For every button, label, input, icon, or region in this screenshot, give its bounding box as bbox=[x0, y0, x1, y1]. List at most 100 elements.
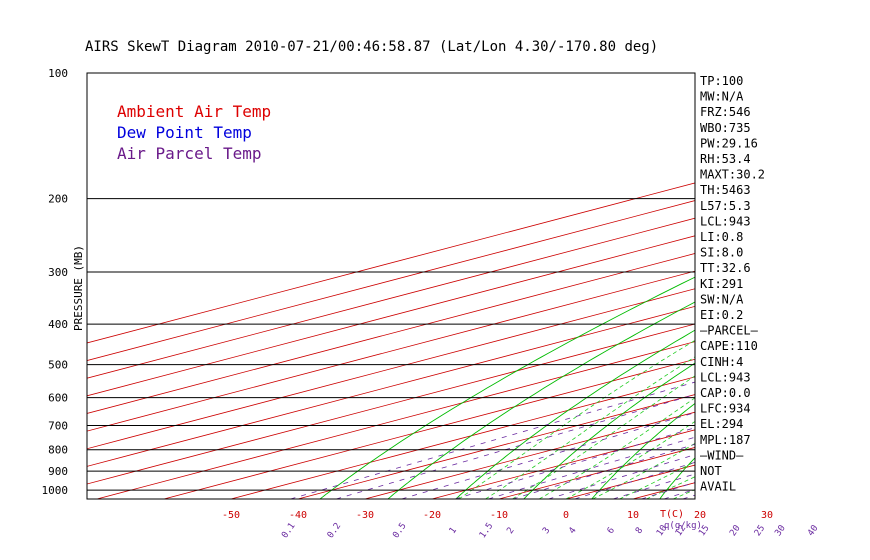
isotherm-line bbox=[87, 182, 695, 344]
moist-adiabat-line bbox=[780, 199, 870, 499]
index-entry: EL:294 bbox=[700, 417, 743, 431]
index-entry: AVAIL bbox=[700, 480, 736, 494]
index-entry: EI:0.2 bbox=[700, 308, 743, 322]
mixing-ratio-line bbox=[574, 461, 695, 499]
pressure-tick-label: 200 bbox=[48, 193, 68, 206]
isotherm-line bbox=[364, 411, 695, 499]
mixing-ratio-label: 30 bbox=[773, 524, 787, 539]
index-entry: TH:5463 bbox=[700, 183, 751, 197]
mixing-ratio-label: 2 bbox=[505, 526, 516, 536]
pressure-tick-label: 400 bbox=[48, 318, 68, 331]
isotherm-line bbox=[87, 323, 695, 485]
mixing-ratio-label: 25 bbox=[753, 524, 767, 539]
legend-entry: Air Parcel Temp bbox=[117, 144, 262, 163]
mixing-ratio-label: 20 bbox=[728, 524, 742, 539]
index-entry: L57:5.3 bbox=[700, 199, 751, 213]
moist-adiabat-line bbox=[754, 199, 870, 499]
mixing-ratio-line bbox=[612, 473, 695, 499]
chart-title: AIRS SkewT Diagram 2010-07-21/00:46:58.8… bbox=[85, 39, 658, 55]
isotherm-line bbox=[87, 217, 695, 379]
index-entry: CINH:4 bbox=[700, 355, 743, 369]
mixing-ratio-line bbox=[401, 412, 695, 499]
isotherm-line bbox=[87, 253, 695, 414]
dry-adiabat-line bbox=[319, 276, 695, 499]
isotherm-line bbox=[87, 200, 695, 361]
mixing-ratio-line bbox=[336, 394, 695, 499]
pressure-tick-label: 800 bbox=[48, 444, 68, 457]
index-entry: SW:N/A bbox=[700, 292, 744, 306]
mixing-ratio-label: 40 bbox=[806, 524, 820, 539]
pressure-tick-label: 600 bbox=[48, 392, 68, 405]
mixing-ratio-line bbox=[454, 427, 695, 499]
dry-adiabat-line bbox=[864, 73, 870, 499]
index-entry: WBO:735 bbox=[700, 121, 751, 135]
index-entry: MPL:187 bbox=[700, 433, 751, 447]
index-entry: –PARCEL– bbox=[700, 324, 759, 338]
temp-tick-label-bottom: 20 bbox=[694, 510, 706, 521]
mixing-ratio-line bbox=[488, 436, 695, 499]
temp-tick-label-bottom: 0 bbox=[563, 510, 569, 521]
mixing-ratio-label: 4 bbox=[567, 526, 578, 536]
isotherm-line bbox=[87, 288, 695, 450]
dry-adiabat-line bbox=[455, 329, 695, 499]
pressure-tick-label: 100 bbox=[48, 67, 68, 80]
index-entry: KI:291 bbox=[700, 277, 743, 291]
chart-grid bbox=[87, 73, 870, 499]
index-entry: MW:N/A bbox=[700, 90, 744, 104]
index-entry: TT:32.6 bbox=[700, 261, 751, 275]
pressure-tick-label: 900 bbox=[48, 465, 68, 478]
mixing-ratio-line bbox=[641, 482, 695, 499]
mixing-ratio-line bbox=[782, 272, 870, 499]
dry-adiabat-line bbox=[387, 301, 695, 499]
isotherm-line bbox=[87, 235, 695, 397]
isotherm-line bbox=[834, 73, 870, 499]
isotherm-line bbox=[87, 305, 695, 467]
index-entry: RH:53.4 bbox=[700, 152, 751, 166]
legend-entry: Dew Point Temp bbox=[117, 123, 252, 142]
temp-tick-label-bottom: -20 bbox=[423, 510, 441, 521]
moist-adiabat-line bbox=[619, 461, 695, 499]
series-ambient-air-temp bbox=[765, 73, 870, 493]
pressure-tick-label: 500 bbox=[48, 359, 68, 372]
mixing-ratio-label: 0.5 bbox=[391, 521, 409, 540]
moist-adiabat-line bbox=[458, 339, 695, 499]
mixing-ratio-label: 1.5 bbox=[478, 521, 496, 540]
index-entry: LCL:943 bbox=[700, 214, 751, 228]
dry-adiabat-line bbox=[591, 402, 695, 499]
mixing-ratio-line bbox=[737, 272, 870, 499]
chart-legend: Ambient Air Temp Dew Point Temp Air Parcel… bbox=[117, 102, 271, 163]
moist-adiabat-line bbox=[807, 199, 870, 499]
sounding-curves bbox=[747, 73, 870, 493]
mixing-ratio-label: 0.2 bbox=[326, 521, 344, 540]
temp-tick-label-bottom: 10 bbox=[627, 510, 639, 521]
mixing-ratio-line bbox=[512, 443, 695, 499]
moist-adiabat-line bbox=[512, 375, 695, 499]
isotherm-line bbox=[96, 341, 695, 499]
index-entry: PW:29.16 bbox=[700, 136, 758, 150]
chart-axes: 1002003004005006007008009001000PRESSURE … bbox=[42, 67, 821, 540]
isotherm-line bbox=[297, 394, 695, 499]
mixing-ratio-label: 6 bbox=[606, 526, 617, 536]
index-entry: FRZ:546 bbox=[700, 105, 751, 119]
temp-axis-unit: T(C) bbox=[660, 509, 684, 520]
moist-adiabat-line bbox=[485, 356, 695, 499]
index-entry: –WIND– bbox=[700, 448, 744, 462]
temp-tick-label-bottom: -40 bbox=[289, 510, 307, 521]
moist-adiabat-line bbox=[538, 397, 695, 499]
moist-adiabat-line bbox=[592, 442, 695, 499]
y-axis-title: PRESSURE (MB) bbox=[72, 245, 85, 331]
index-entry: SI:8.0 bbox=[700, 246, 743, 260]
mixing-ratio-line bbox=[815, 272, 870, 499]
mixing-ratio-line bbox=[762, 272, 870, 499]
mixing-ratio-label: 8 bbox=[634, 526, 645, 536]
index-entry: LI:0.8 bbox=[700, 230, 743, 244]
mixing-ratio-label: 1 bbox=[448, 526, 459, 536]
index-entry: CAPE:110 bbox=[700, 339, 758, 353]
dry-adiabat-line bbox=[659, 457, 695, 499]
moist-adiabat-line bbox=[834, 199, 870, 499]
pressure-tick-label: 1000 bbox=[42, 484, 69, 497]
temp-tick-label-bottom: -10 bbox=[490, 510, 508, 521]
pressure-tick-label: 700 bbox=[48, 420, 68, 433]
